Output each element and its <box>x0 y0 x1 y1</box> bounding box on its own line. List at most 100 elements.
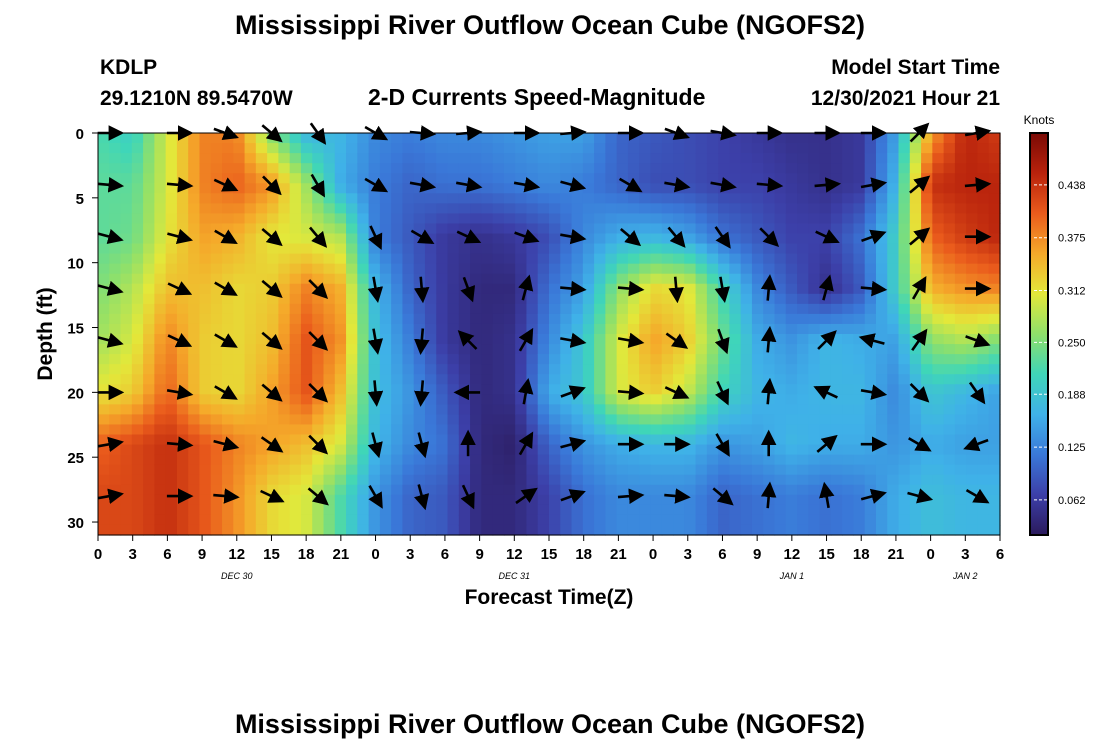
heatmap-cell <box>481 524 494 536</box>
heatmap-cell <box>740 283 753 295</box>
heatmap-cell <box>143 334 155 345</box>
heatmap-cell <box>413 143 426 154</box>
heatmap-cell <box>402 203 415 214</box>
heatmap-cell <box>909 394 922 405</box>
heatmap-cell <box>289 484 302 496</box>
heatmap-cell <box>199 474 212 486</box>
heatmap-cell <box>267 424 280 436</box>
heatmap-cell <box>334 273 347 285</box>
heatmap-cell <box>447 364 460 375</box>
heatmap-cell <box>560 153 573 164</box>
heatmap-cell <box>909 273 922 285</box>
x-tick-label: 0 <box>94 546 102 563</box>
heatmap-cell <box>131 143 144 154</box>
heatmap-cell <box>819 293 832 305</box>
heatmap-cell <box>909 414 922 426</box>
heatmap-cell <box>199 243 212 255</box>
heatmap-cell <box>661 454 674 466</box>
heatmap-cell <box>165 494 178 506</box>
heatmap-cell <box>391 163 404 174</box>
heatmap-cell <box>774 293 787 305</box>
heatmap-cell <box>289 223 302 235</box>
heatmap-cell <box>210 344 223 355</box>
heatmap-cell <box>943 163 956 174</box>
heatmap-cell <box>853 364 866 375</box>
heatmap-cell <box>470 153 482 164</box>
x-tick-label: 15 <box>541 546 558 563</box>
heatmap-cell <box>582 364 595 375</box>
heatmap-cell <box>391 334 404 345</box>
heatmap-cell <box>188 514 201 526</box>
heatmap-cell <box>605 143 618 154</box>
heatmap-cell <box>188 464 201 476</box>
heatmap-cell <box>357 243 370 255</box>
heatmap-cell <box>424 283 437 295</box>
heatmap-cell <box>515 163 528 174</box>
heatmap-cell <box>740 133 753 144</box>
heatmap-cell <box>289 384 302 395</box>
heatmap-cell <box>300 243 313 255</box>
heatmap-cell <box>424 354 437 365</box>
heatmap-cell <box>447 334 460 345</box>
heatmap-cell <box>909 153 922 164</box>
heatmap-cell <box>503 223 516 235</box>
heatmap-cell <box>594 334 606 345</box>
heatmap-cell <box>706 313 719 325</box>
heatmap-cell <box>774 273 787 285</box>
heatmap-cell <box>729 313 742 325</box>
heatmap-cell <box>808 293 821 305</box>
heatmap-cell <box>188 454 201 466</box>
heatmap-cell <box>898 223 911 235</box>
heatmap-cell <box>932 484 945 496</box>
heatmap-cell <box>932 514 945 526</box>
heatmap-cell <box>176 293 189 305</box>
heatmap-cell <box>797 293 809 305</box>
heatmap-cell <box>842 404 855 415</box>
current-vector-arrow <box>860 488 887 504</box>
heatmap-cell <box>98 414 110 426</box>
heatmap-cell <box>650 434 663 446</box>
heatmap-cell <box>537 464 550 476</box>
heatmap-cell <box>255 163 268 174</box>
heatmap-cell <box>549 394 561 405</box>
heatmap-cell <box>357 223 370 235</box>
heatmap-cell <box>154 484 167 496</box>
heatmap-cell <box>368 414 381 426</box>
heatmap-cell <box>639 484 652 496</box>
heatmap-cell <box>131 334 144 345</box>
heatmap-cell <box>515 183 528 194</box>
heatmap-cell <box>424 193 437 204</box>
heatmap-cell <box>165 364 178 375</box>
heatmap-cell <box>436 374 449 385</box>
heatmap-cell <box>492 474 505 486</box>
heatmap-cell <box>627 454 640 466</box>
heatmap-cell <box>289 434 302 446</box>
heatmap-cell <box>639 183 652 194</box>
heatmap-cell <box>492 193 505 204</box>
current-vector-arrow <box>308 382 329 403</box>
heatmap-cell <box>278 374 291 385</box>
heatmap-cell <box>627 474 640 486</box>
heatmap-cell <box>368 344 381 355</box>
heatmap-cell <box>977 323 990 335</box>
heatmap-cell <box>887 263 900 275</box>
heatmap-cell <box>684 323 697 335</box>
heatmap-cell <box>323 223 336 235</box>
heatmap-cell <box>549 143 561 154</box>
heatmap-cell <box>582 344 595 355</box>
heatmap-cell <box>391 273 404 285</box>
heatmap-cell <box>492 524 505 536</box>
heatmap-cell <box>289 293 302 305</box>
heatmap-cell <box>932 263 945 275</box>
current-vector-arrow <box>668 276 684 304</box>
heatmap-cell <box>537 444 550 456</box>
heatmap-cell <box>526 354 539 365</box>
heatmap-cell <box>255 374 268 385</box>
heatmap-cell <box>424 424 437 436</box>
heatmap-cell <box>740 414 753 426</box>
current-vector-arrow <box>455 177 483 193</box>
heatmap-cell <box>312 354 325 365</box>
heatmap-cell <box>233 303 246 315</box>
heatmap-cell <box>503 193 516 204</box>
heatmap-cell <box>143 253 155 265</box>
